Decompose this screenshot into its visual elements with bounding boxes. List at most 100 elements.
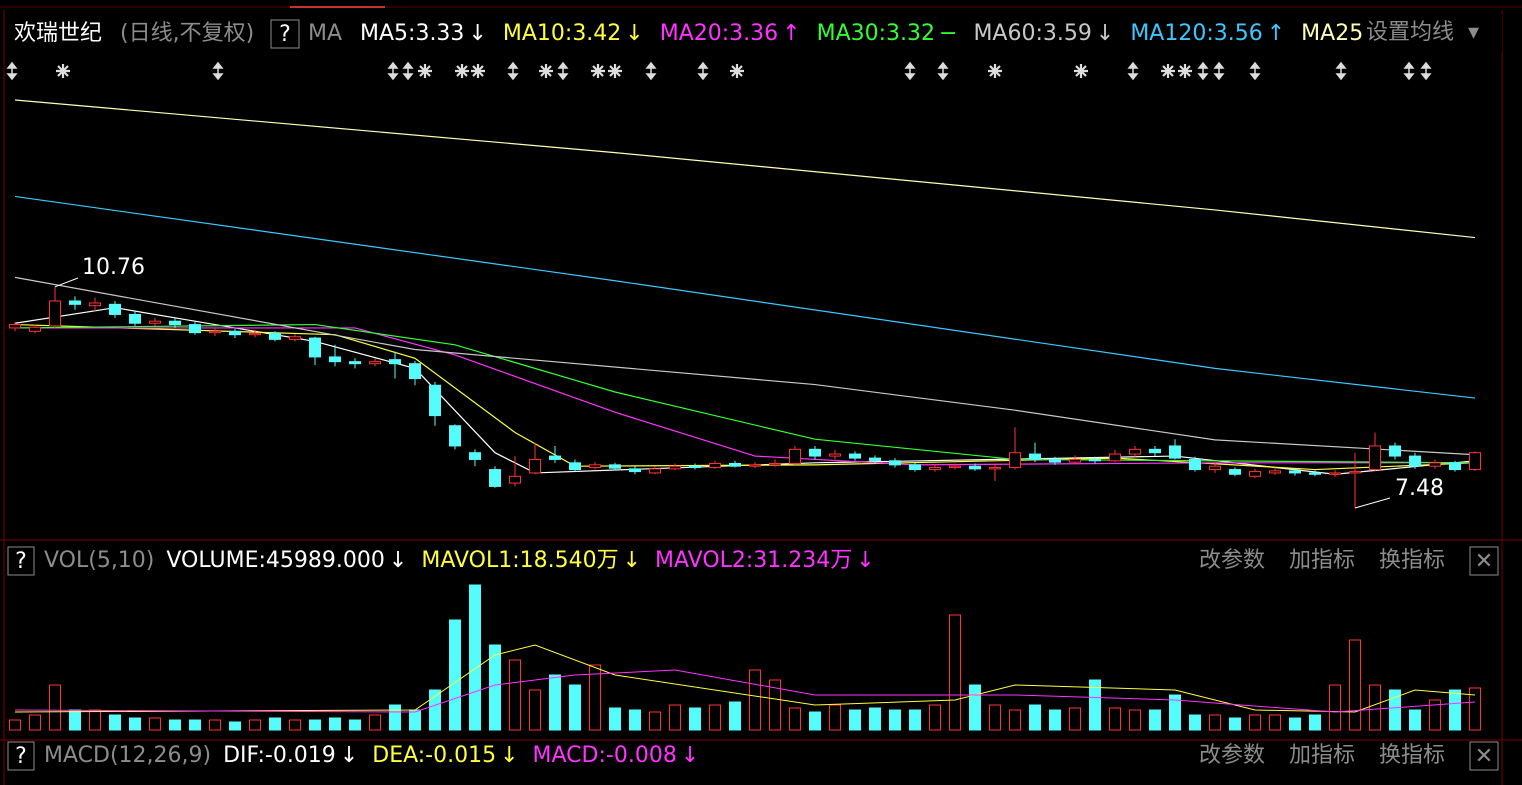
volume-bar: [869, 707, 881, 731]
volume-bar: [729, 701, 741, 731]
menu-arrow[interactable]: ▾: [1468, 20, 1479, 45]
volume-bar: [789, 707, 801, 731]
volume-bar: [989, 704, 1001, 731]
candle-body: [1429, 462, 1441, 467]
indicator-value: DEA:-0.015: [372, 743, 496, 768]
pane-button[interactable]: 改参数: [1199, 548, 1265, 573]
help-button[interactable]: [7, 546, 35, 576]
candle-body: [49, 300, 61, 327]
volume-bar: [949, 614, 961, 731]
event-arrow: [1335, 61, 1347, 81]
volume-bar: [609, 707, 621, 731]
indicator-value: DIF:-0.019: [223, 743, 336, 768]
ma-label: MA: [308, 21, 342, 46]
candle-body: [729, 462, 741, 467]
volume-bar: [1129, 709, 1141, 731]
volume-bar: [629, 709, 641, 731]
volume-bar: [549, 674, 561, 731]
volume-bar: [289, 719, 301, 731]
candle-body: [709, 462, 721, 469]
close-icon[interactable]: ✕: [1475, 744, 1493, 769]
volume-bar: [349, 719, 361, 731]
trend-arrow: ↓: [623, 548, 641, 573]
event-arrow: [6, 61, 18, 81]
candle-body: [1349, 471, 1361, 474]
volume-bar: [409, 709, 421, 731]
event-arrow: [402, 61, 414, 81]
candle-body: [29, 326, 41, 332]
event-star: [730, 64, 744, 78]
indicator-value: VOLUME:45989.000: [166, 548, 385, 573]
pane-button[interactable]: 改参数: [1199, 743, 1265, 768]
indicator-value: MA10:3.42: [503, 21, 621, 46]
ma-settings[interactable]: 设置均线: [1366, 20, 1454, 45]
candle-body: [789, 448, 801, 464]
help-button[interactable]: [7, 741, 35, 771]
candle-body: [829, 453, 841, 457]
help-icon[interactable]: ?: [279, 22, 291, 47]
volume-bar: [149, 717, 161, 731]
pane-button[interactable]: 加指标: [1289, 548, 1355, 573]
stock-name: 欢瑞世纪: [14, 21, 102, 46]
candle-body: [369, 361, 381, 365]
period: (日线,不复权): [120, 21, 254, 46]
candle-body: [769, 462, 781, 466]
indicator-value: MAVOL1:18.540万: [421, 548, 618, 573]
trend-arrow: ↓: [468, 21, 486, 46]
indicator-name: MACD(12,26,9): [44, 743, 211, 768]
volume-bar: [1389, 689, 1401, 731]
volume-bar: [969, 684, 981, 731]
candle-body: [389, 359, 401, 365]
volume-bar: [1249, 714, 1261, 731]
pane-button[interactable]: 换指标: [1379, 743, 1445, 768]
event-arrow: [1197, 61, 1209, 81]
indicator-name: VOL(5,10): [44, 548, 154, 573]
volume-bar: [1349, 639, 1361, 731]
event-star: [1074, 64, 1088, 78]
volume-bar: [9, 719, 21, 731]
help-icon[interactable]: ?: [15, 744, 27, 769]
event-star: [1178, 64, 1192, 78]
candle-body: [1149, 448, 1161, 454]
trend-arrow: ↓: [856, 548, 874, 573]
ma-legend: MA5:3.33 ↓ MA10:3.42 ↓ MA20:3.36 ↑ MA30:3.32− M…: [360, 21, 1372, 46]
event-star: [1161, 64, 1175, 78]
pane-button[interactable]: 加指标: [1289, 743, 1355, 768]
volume-bar: [49, 684, 61, 731]
event-star: [539, 64, 553, 78]
volume-bar: [169, 719, 181, 731]
close-button[interactable]: [1469, 546, 1499, 576]
candle-body: [1249, 471, 1261, 477]
candle-body: [649, 468, 661, 474]
indicator-value: MA60:3.59: [973, 21, 1091, 46]
close-icon[interactable]: ✕: [1475, 549, 1493, 574]
candle-body: [109, 303, 121, 315]
candle-body: [849, 453, 861, 459]
volume-bar: [889, 709, 901, 731]
volume-bar: [1329, 684, 1341, 731]
event-arrow: [387, 61, 399, 81]
candle-body: [529, 458, 541, 474]
candle-body: [1309, 472, 1321, 475]
indicator-value: MAVOL2:31.234万: [655, 548, 852, 573]
candle-body: [489, 469, 501, 487]
indicator-value: MACD:-0.008: [533, 743, 677, 768]
pane-button[interactable]: 换指标: [1379, 548, 1445, 573]
help-button[interactable]: [270, 19, 300, 49]
close-button[interactable]: [1469, 741, 1499, 771]
help-icon[interactable]: ?: [15, 549, 27, 574]
candle-body: [1409, 455, 1421, 467]
candle-body: [1449, 462, 1461, 471]
volume-bar: [509, 659, 521, 731]
volume-bar: [489, 644, 501, 731]
menu-backdrop: [1362, 14, 1502, 52]
volume-bar: [1149, 709, 1161, 731]
volume-bar: [389, 704, 401, 731]
volume-bar: [249, 719, 261, 731]
event-star: [418, 64, 432, 78]
candle-body: [1009, 452, 1021, 469]
trend-arrow: ↓: [625, 21, 643, 46]
volume-bar: [1449, 689, 1461, 731]
candle-body: [1069, 458, 1081, 463]
